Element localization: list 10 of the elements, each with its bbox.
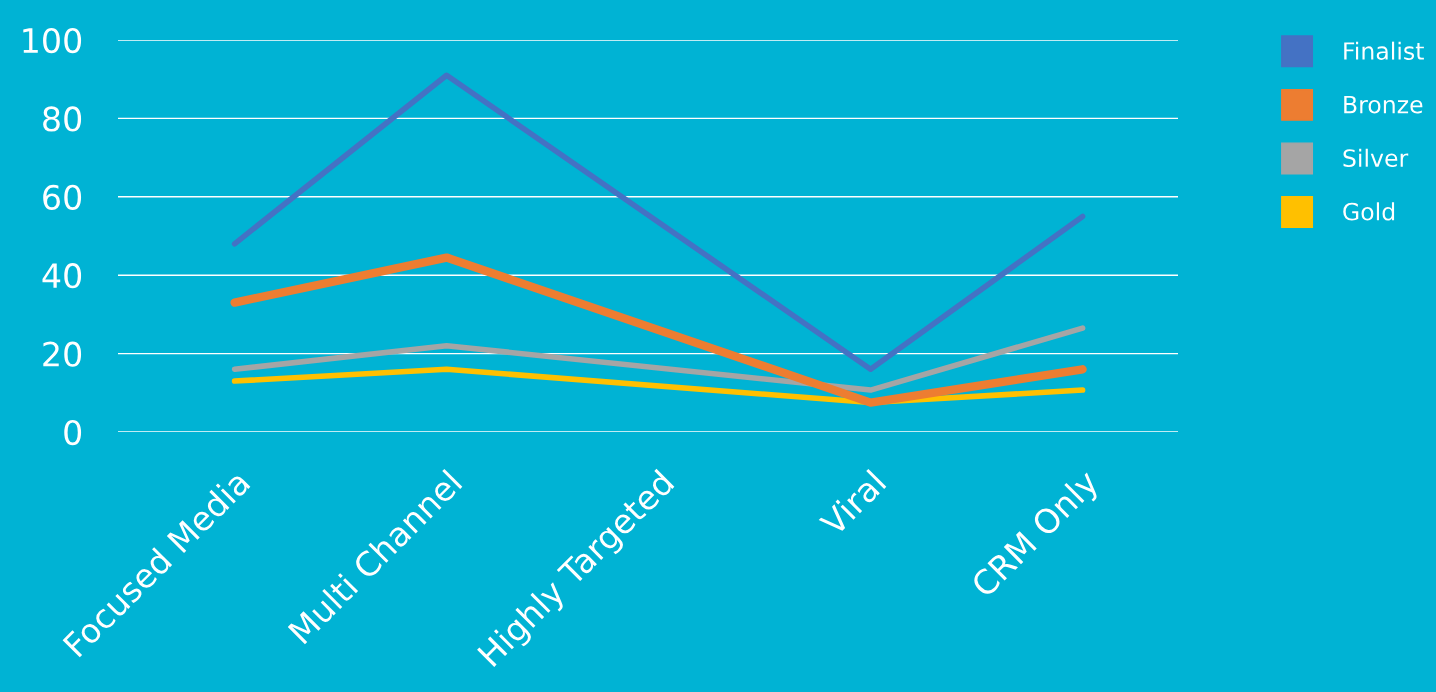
y-tick-label: 80: [43, 106, 82, 132]
y-tick-label: 0: [64, 419, 82, 446]
legend-label: Finalist: [1344, 41, 1424, 60]
y-tick-label: 60: [43, 184, 82, 210]
y-tick-label: 20: [43, 341, 82, 367]
y-tick-label: 100: [23, 27, 82, 54]
legend-label: Bronze: [1344, 95, 1423, 114]
y-tick-label: 40: [42, 263, 82, 289]
legend-label: Gold: [1343, 202, 1395, 221]
legend-label: Silver: [1343, 148, 1409, 168]
